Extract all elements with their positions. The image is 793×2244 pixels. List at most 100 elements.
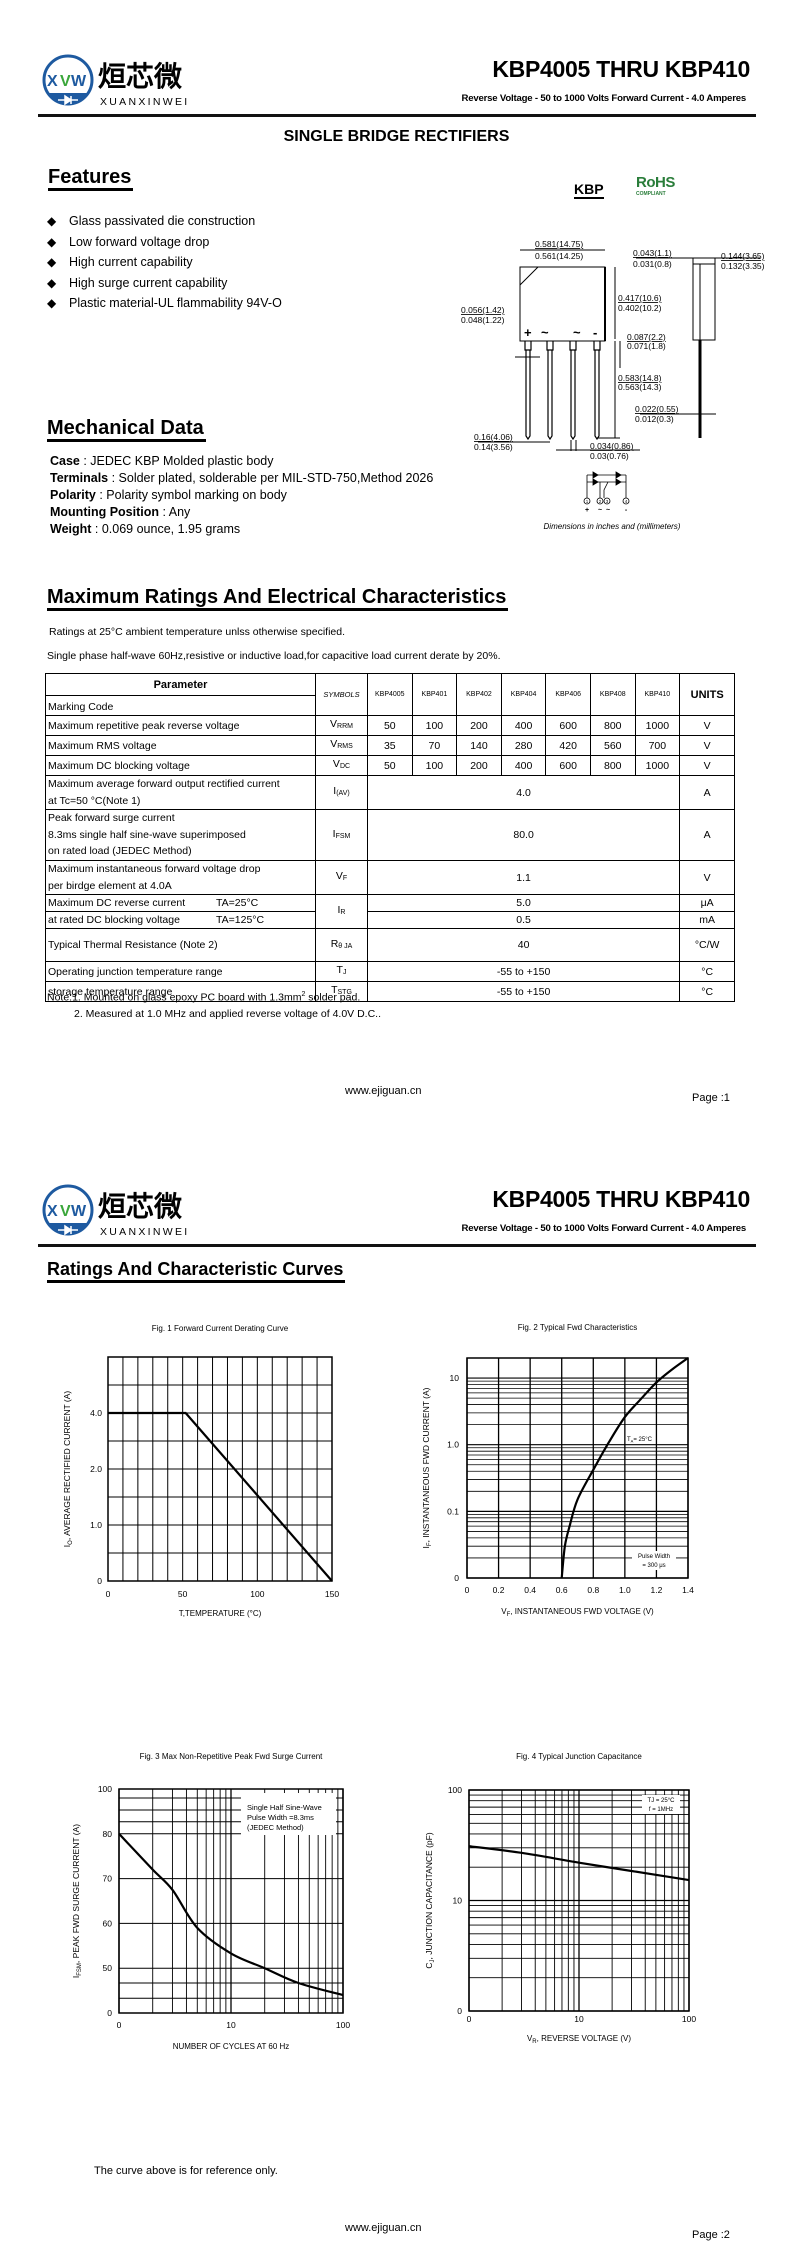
mechanical-value: : JEDEC KBP Molded plastic body	[79, 454, 274, 468]
annotation-line: Pulse Width =8.3ms	[247, 1813, 314, 1822]
table-row: Maximum RMS voltage VRMS 35 70 140 280 420 560 7…	[45, 735, 736, 756]
symbol-cell: IR	[315, 894, 368, 929]
pin-label: ~	[541, 325, 549, 340]
mechanical-item: Terminals : Solder plated, solderable pe…	[50, 470, 433, 487]
symbol-main: I	[332, 827, 336, 840]
x-axis-label-rest: , REVERSE VOLTAGE (V)	[537, 2034, 632, 2043]
rohs-compliant-text: COMPLIANT	[636, 191, 666, 197]
document-title: KBP4005 THRU KBP410	[492, 1186, 750, 1212]
mechanical-item: Mounting Position : Any	[50, 504, 433, 521]
ratings-heading: Maximum Ratings And Electrical Character…	[47, 586, 509, 611]
annotation-line: Single Half Sine-Wave	[247, 1803, 322, 1812]
note-2: 2. Measured at 1.0 MHz and applied rever…	[74, 1008, 381, 1020]
y-tick-label: 0.1	[447, 1506, 459, 1516]
parameter-cell: Maximum instantaneous forward voltage dr…	[45, 860, 316, 895]
rohs-text: RoHS	[636, 174, 675, 191]
y-tick-label: 10	[453, 1896, 463, 1906]
x-tick-label: 100	[336, 2020, 350, 2030]
mechanical-key: Case	[50, 454, 80, 468]
annotation-rest: = 25°C	[633, 1437, 652, 1443]
schematic-pin-sign: +	[585, 507, 589, 514]
y-axis-label-sub: J	[430, 1960, 436, 1963]
value-cell: 80.0	[366, 809, 681, 861]
symbol-cell: VF	[315, 860, 368, 895]
dim-lead-thickness-max: 0.034(0.86)	[590, 441, 634, 451]
x-axis-label-main: V	[527, 2034, 533, 2043]
x-tick-label: 0.6	[556, 1585, 568, 1595]
dim-width-max: 0.581(14.75)	[535, 239, 583, 249]
x-axis-label: VR, REVERSE VOLTAGE (V)	[527, 2034, 631, 2045]
symbol-main: I	[337, 904, 341, 916]
table-row: Maximum DC blocking voltage VDC 50 100 200 40…	[45, 755, 736, 776]
feature-item: ◆ Low forward voltage drop	[47, 234, 282, 255]
symbol-subscript: DC	[339, 763, 351, 770]
dim-lead-width-max: 0.056(1.42)	[461, 305, 505, 315]
symbol-subscript: FSM	[335, 832, 351, 840]
series-line	[108, 1411, 333, 1582]
x-axis-label-sub: R	[532, 2039, 537, 2045]
x-tick-label: 10	[226, 2020, 236, 2030]
dim-lead-width-min: 0.048(1.22)	[461, 315, 505, 325]
table-row: Maximum DC reverse current TA=25°C IR 5.0 μA	[45, 894, 736, 929]
schematic-pin-sign: ~	[606, 507, 610, 514]
product-heading: SINGLE BRIDGE RECTIFIERS	[283, 128, 510, 145]
plot-frame	[107, 1356, 333, 1582]
mechanical-key: Polarity	[50, 488, 96, 502]
dim-lead-length-min: 0.563(14.3)	[618, 382, 662, 392]
header-part-number: KBP401	[411, 673, 458, 716]
table-row: Maximum repetitive peak reverse voltage V…	[45, 715, 736, 736]
parameter-text: Maximum repetitive peak reverse voltage	[48, 719, 240, 732]
table-row: storage temperature range TSTG -55 to +150…	[45, 981, 736, 1002]
value-cell: -55 to +150	[366, 981, 681, 1002]
chart-title: Fig. 4 Typical Junction Capacitance	[516, 1752, 642, 1761]
value-cell: 100	[411, 715, 458, 736]
parameter-text: per birdge element at 4.0A	[48, 879, 172, 892]
schematic-pin-sign: -	[625, 507, 628, 514]
feature-text: Plastic material-UL flammability 94V-O	[69, 296, 282, 310]
dim-stub-max: 0.087(2.2)	[627, 332, 666, 342]
annotation-box	[241, 1793, 336, 1835]
feature-text: High surge current capability	[69, 275, 228, 290]
feature-item: ◆ Plastic material-UL flammability 94V-O	[47, 295, 282, 316]
unit-cell: °C	[679, 961, 736, 982]
x-axis-label-main: V	[501, 1607, 507, 1616]
x-tick-label: 0.4	[524, 1585, 536, 1595]
chart-title: Fig. 1 Forward Current Derating Curve	[152, 1324, 289, 1333]
footer-url[interactable]: www.ejiguan.cn	[345, 1085, 422, 1097]
page-number: Page :1	[692, 1092, 730, 1104]
y-tick-label: 70	[103, 1874, 113, 1884]
dim-side-lead-max: 0.022(0.55)	[635, 404, 679, 414]
footer-url[interactable]: www.ejiguan.cn	[345, 2222, 422, 2234]
parameter-cell: Maximum DC blocking voltage	[45, 755, 316, 776]
x-tick-label: 0	[117, 2020, 122, 2030]
curves-heading: Ratings And Characteristic Curves	[47, 1258, 346, 1283]
x-tick-label: 0	[467, 2014, 472, 2024]
package-outline-drawing: 0.581(14.75) 0.561(14.25) 0.417(10.6) 0.…	[461, 239, 765, 531]
symbol-main: R	[330, 937, 339, 950]
document-subtitle: Reverse Voltage - 50 to 1000 Volts Forwa…	[461, 93, 746, 104]
schematic-pin-number: 1	[586, 499, 589, 504]
annotation-line: f = 1MHz	[649, 1807, 673, 1813]
symbol-subscript: STG	[337, 989, 352, 996]
y-axis-label-rest: , AVERAGE RECTIFIED CURRENT (A)	[62, 1391, 72, 1541]
mechanical-value: : Solder plated, solderable per MIL-STD-…	[108, 471, 434, 485]
document-title: KBP4005 THRU KBP410	[492, 56, 750, 82]
x-tick-label: 10	[574, 2014, 584, 2024]
y-axis-label: IFSM, PEAK FWD SURGE CURRENT (A)	[71, 1824, 83, 1978]
y-tick-label: 10	[450, 1373, 460, 1383]
logo-english-name: XUANXINWEI	[100, 1226, 190, 1238]
mechanical-value: : 0.069 ounce, 1.95 grams	[91, 522, 241, 536]
feature-item: ◆ High surge current capability	[47, 275, 282, 296]
logo-english-name: XUANXINWEI	[100, 96, 190, 108]
x-axis-label-sub: F	[507, 1612, 511, 1618]
diamond-bullet-icon: ◆	[47, 255, 57, 269]
header-divider	[38, 114, 756, 117]
parameter-cell: Operating junction temperature range	[45, 961, 316, 982]
symbol-subscript: RRM	[337, 723, 353, 730]
feature-text: Glass passivated die construction	[69, 214, 256, 228]
plot-frame	[118, 1788, 344, 2014]
symbol-subscript: RMS	[337, 743, 353, 750]
symbol-main: V	[330, 738, 338, 750]
parameter-text: Maximum DC reverse current	[48, 897, 186, 909]
symbol-main: V	[330, 718, 338, 730]
